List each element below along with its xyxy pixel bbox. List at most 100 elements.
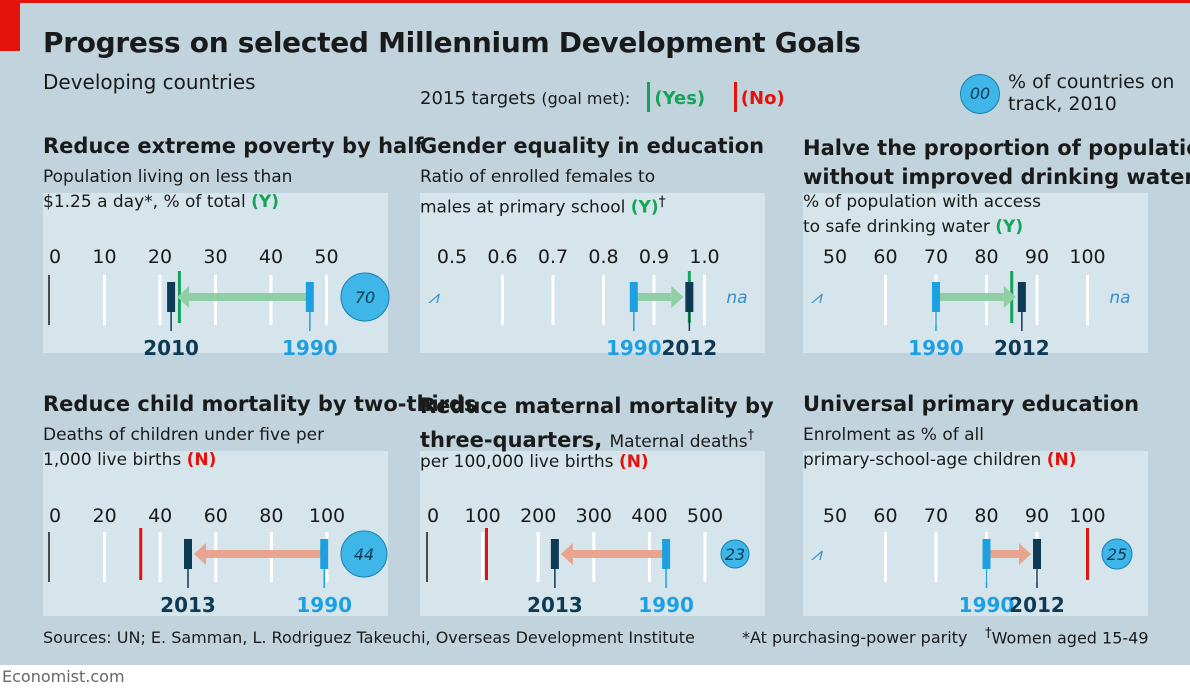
tick-label: 0.6	[487, 246, 517, 268]
on-track-na: na	[1109, 288, 1130, 308]
chart-subtitle: Developing countries	[43, 70, 256, 94]
goal-met-badge: (Y)	[630, 197, 659, 218]
tick-label: 60	[204, 505, 228, 527]
subtitle-line: to safe drinking water	[803, 217, 990, 237]
progress-arrow-head	[177, 286, 190, 308]
tick-label: 40	[259, 246, 283, 268]
on-track-value: 25	[1107, 545, 1127, 564]
panel-poverty-bg	[43, 193, 388, 353]
end-year-label: 2013	[160, 593, 216, 617]
tick-label: 100	[1069, 246, 1105, 268]
panel-gender-bg	[420, 193, 765, 353]
panel-school-bg	[803, 451, 1148, 616]
panel-school-subtitle: Enrolment as % of all primary-school-age…	[803, 423, 1076, 473]
start-year-label: 1990	[296, 593, 352, 617]
start-year-label: 1990	[606, 336, 662, 360]
end-year-label: 2012	[994, 336, 1050, 360]
tick-label: 60	[873, 505, 897, 527]
tick-label: 50	[823, 246, 847, 268]
title-suffix: Maternal deaths	[609, 432, 748, 452]
on-track-circle-swatch: 00	[960, 74, 1000, 114]
tick-label: 200	[520, 505, 556, 527]
sources-note: Sources: UN; E. Samman, L. Rodriguez Tak…	[43, 628, 695, 647]
end-year-label: 2013	[527, 593, 583, 617]
tick-label: 300	[576, 505, 612, 527]
on-track-na: na	[726, 288, 747, 308]
panel-child-title: Reduce child mortality by two-thirds	[43, 392, 477, 416]
tick-label: 30	[203, 246, 227, 268]
on-track-value: 44	[354, 545, 374, 564]
brand-rule	[0, 0, 1190, 3]
tick-label: 70	[924, 246, 948, 268]
tick-label: 20	[93, 505, 117, 527]
tick-label: 20	[148, 246, 172, 268]
axis-break-icon: ⩘	[811, 287, 823, 308]
goal-met-label: (goal met):	[541, 89, 631, 108]
subtitle-line: per 100,000 live births	[420, 452, 614, 472]
panel-poverty-title: Reduce extreme poverty by half	[43, 134, 424, 158]
end-marker	[550, 539, 559, 569]
axis-break-icon: ⩘	[811, 544, 823, 565]
yes-tick-swatch	[647, 82, 651, 112]
panel-water-subtitle: % of population with access to safe drin…	[803, 190, 1041, 240]
end-marker	[1017, 282, 1026, 312]
end-marker	[167, 282, 176, 312]
start-marker	[629, 282, 638, 312]
subtitle-line: Population living on less than	[43, 167, 293, 187]
subtitle-line: $1.25 a day*, % of total	[43, 192, 246, 212]
panel-maternal-title: Reduce maternal mortality by three-quart…	[420, 392, 774, 457]
goal-met-badge: (Y)	[995, 217, 1024, 237]
tick-label: 400	[631, 505, 667, 527]
progress-arrow-head	[560, 543, 573, 565]
tick-label: 500	[687, 505, 723, 527]
subtitle-line: males at primary school	[420, 197, 626, 218]
footnote-ppp: *At purchasing-power parity	[742, 628, 968, 647]
end-marker	[685, 282, 694, 312]
tick-label: 0.7	[538, 246, 568, 268]
panel-maternal-subtitle: per 100,000 live births (N)	[420, 450, 649, 475]
panel-child-subtitle: Deaths of children under five per 1,000 …	[43, 423, 324, 473]
tick-label: 0.8	[588, 246, 618, 268]
start-year-label: 1990	[282, 336, 338, 360]
goal-met-badge: (N)	[1046, 450, 1077, 470]
tick-label: 60	[873, 246, 897, 268]
footnote-women-text: Women aged 15-49	[991, 628, 1149, 648]
on-track-value: 70	[355, 288, 375, 307]
goal-met-badge: (Y)	[251, 192, 279, 212]
panel-poverty-subtitle: Population living on less than $1.25 a d…	[43, 165, 292, 215]
start-marker	[320, 539, 329, 569]
panel-gender-subtitle: Ratio of enrolled females to males at pr…	[420, 165, 666, 221]
on-track-circle	[340, 272, 390, 322]
footnote-women: †Women aged 15-49	[985, 626, 1149, 647]
progress-arrow-head	[194, 543, 206, 565]
title-line: three-quarters,	[420, 428, 603, 452]
dagger-mark: †	[658, 194, 666, 210]
subtitle-line: % of population with access	[803, 192, 1041, 212]
start-year-label: 1990	[959, 593, 1015, 617]
chart-title: Progress on selected Millennium Developm…	[43, 26, 861, 59]
on-track-legend-label: % of countries on track, 2010	[1008, 71, 1175, 115]
goal-met-badge: (N)	[186, 450, 217, 470]
tick-label: 90	[1025, 246, 1049, 268]
brand-footer: Economist.com	[2, 667, 125, 686]
panel-water-title: Halve the proportion of population witho…	[803, 134, 1190, 192]
on-track-circle	[1101, 538, 1133, 570]
legend-yes-label: (Yes)	[654, 88, 706, 109]
progress-arrow-head	[1019, 543, 1031, 565]
tick-label: 80	[974, 246, 998, 268]
tick-label: 90	[1025, 505, 1049, 527]
brand-tab	[0, 3, 20, 51]
tick-label: 50	[823, 505, 847, 527]
tick-label: 0.5	[437, 246, 467, 268]
tick-label: 40	[148, 505, 172, 527]
tick-label: 100	[1069, 505, 1105, 527]
targets-label: 2015 targets	[420, 88, 536, 109]
panel-school-title: Universal primary education	[803, 392, 1140, 416]
tick-label: 50	[314, 246, 338, 268]
on-track-circle	[720, 539, 750, 569]
subtitle-line: primary-school-age children	[803, 450, 1042, 470]
end-year-label: 2010	[143, 336, 199, 360]
subtitle-line: 1,000 live births	[43, 450, 182, 470]
axis-break-icon: ⩘	[428, 287, 440, 308]
